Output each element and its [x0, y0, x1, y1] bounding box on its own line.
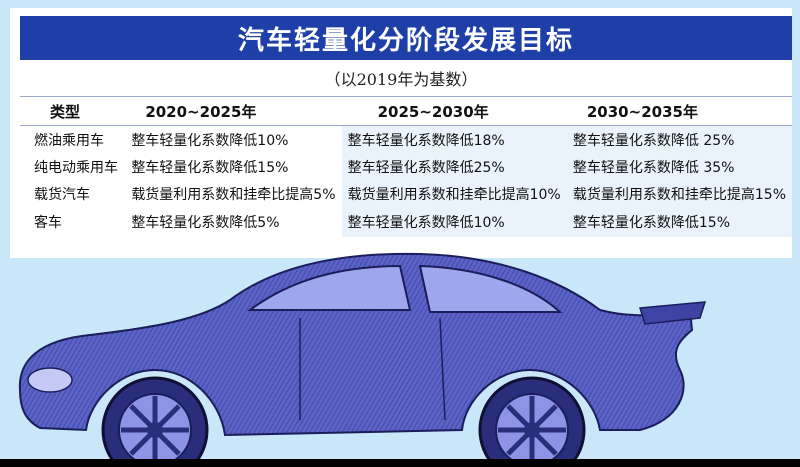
row-type: 燃油乘用车: [34, 132, 104, 149]
bottom-border: [0, 459, 800, 467]
row-cell: 整车轻量化系数降低 25%: [566, 125, 792, 153]
table-row: 客车 整车轻量化系数降低5% 整车轻量化系数降低10% 整车轻量化系数降低15%: [20, 207, 792, 237]
header-period-2: 2025~2030年: [341, 96, 567, 126]
header-type: 类型: [20, 96, 126, 126]
sports-car-icon: [18, 252, 707, 467]
table-row: 燃油乘用车 整车轻量化系数降低10% 整车轻量化系数降低18% 整车轻量化系数降…: [20, 125, 792, 153]
table-subtitle: （以2019年为基数）: [324, 70, 478, 89]
header-period-3: 2030~2035年: [566, 96, 792, 126]
row-cell: 整车轻量化系数降低18%: [341, 125, 567, 153]
row-cell: 载货量利用系数和挂牵比提高15%: [566, 180, 792, 207]
table-row: 载货汽车 载货量利用系数和挂牵比提高5% 载货量利用系数和挂牵比提高10% 载货…: [20, 180, 792, 207]
row-cell: 整车轻量化系数降低10%: [341, 207, 567, 237]
goals-table: 类型 2020~2025年 2025~2030年 2030~2035年 燃油乘用…: [20, 96, 792, 237]
row-type: 纯电动乘用车: [34, 159, 118, 176]
row-type: 客车: [34, 215, 62, 231]
row-cell: 整车轻量化系数降低10%: [131, 132, 289, 149]
goals-panel: 汽车轻量化分阶段发展目标 （以2019年为基数） 类型 2020~2025年 2…: [10, 8, 792, 258]
row-cell: 整车轻量化系数降低15%: [566, 207, 792, 237]
row-type: 载货汽车: [34, 186, 90, 203]
row-cell: 整车轻量化系数降低 35%: [566, 153, 792, 180]
row-cell: 载货量利用系数和挂牵比提高10%: [341, 180, 567, 207]
row-cell: 整车轻量化系数降低25%: [341, 153, 567, 180]
row-cell: 整车轻量化系数降低5%: [131, 215, 280, 231]
header-period-1: 2020~2025年: [125, 96, 342, 126]
header-row: 类型 2020~2025年 2025~2030年 2030~2035年: [20, 96, 792, 126]
row-cell: 整车轻量化系数降低15%: [131, 159, 289, 176]
table-row: 纯电动乘用车 整车轻量化系数降低15% 整车轻量化系数降低25% 整车轻量化系数…: [20, 153, 792, 180]
row-cell: 载货量利用系数和挂牵比提高5%: [131, 186, 336, 203]
table-title: 汽车轻量化分阶段发展目标: [20, 16, 792, 60]
